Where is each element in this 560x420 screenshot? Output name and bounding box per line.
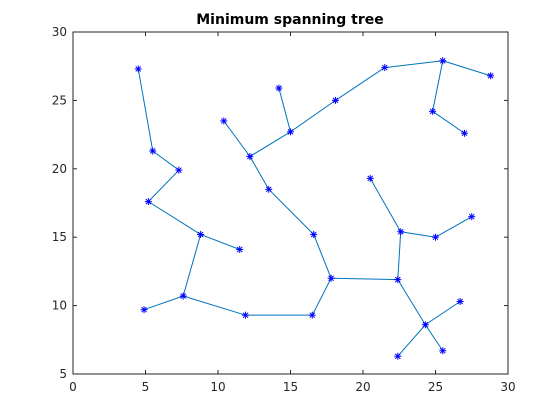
x-tick-label-15: 15 [283, 380, 298, 394]
node-marker-4 [145, 198, 152, 205]
node-marker-29 [422, 321, 429, 328]
node-marker-18 [332, 97, 339, 104]
plot-area [73, 32, 508, 374]
node-marker-17 [275, 85, 282, 92]
y-tick-label-25: 25 [52, 93, 67, 107]
x-tick-label-20: 20 [355, 380, 370, 394]
node-marker-3 [175, 167, 182, 174]
x-tick-label-10: 10 [210, 380, 225, 394]
node-marker-10 [309, 312, 316, 319]
node-marker-27 [468, 213, 475, 220]
node-marker-24 [367, 175, 374, 182]
node-marker-23 [461, 130, 468, 137]
node-marker-31 [394, 353, 401, 360]
x-tick-label-25: 25 [428, 380, 443, 394]
node-marker-25 [397, 228, 404, 235]
node-marker-20 [439, 57, 446, 64]
node-marker-6 [236, 246, 243, 253]
node-marker-8 [141, 306, 148, 313]
node-marker-2 [149, 148, 156, 155]
node-marker-30 [457, 298, 464, 305]
node-marker-21 [487, 72, 494, 79]
node-marker-16 [287, 128, 294, 135]
node-marker-32 [439, 347, 446, 354]
node-marker-22 [429, 108, 436, 115]
node-marker-11 [328, 275, 335, 282]
node-marker-28 [394, 276, 401, 283]
node-marker-9 [242, 312, 249, 319]
node-marker-5 [197, 231, 204, 238]
y-tick-label-10: 10 [52, 299, 67, 313]
node-marker-15 [220, 117, 227, 124]
node-marker-14 [246, 153, 253, 160]
x-tick-label-30: 30 [500, 380, 515, 394]
node-marker-12 [310, 231, 317, 238]
y-tick-label-15: 15 [52, 230, 67, 244]
node-marker-7 [180, 293, 187, 300]
chart-title: Minimum spanning tree [196, 12, 384, 28]
node-marker-19 [381, 64, 388, 71]
y-tick-label-30: 30 [52, 25, 67, 39]
x-tick-label-0: 0 [69, 380, 77, 394]
x-tick-label-5: 5 [142, 380, 150, 394]
node-marker-1 [135, 65, 142, 72]
node-marker-13 [265, 186, 272, 193]
y-tick-label-5: 5 [59, 367, 67, 381]
y-tick-label-20: 20 [52, 162, 67, 176]
node-marker-26 [432, 234, 439, 241]
